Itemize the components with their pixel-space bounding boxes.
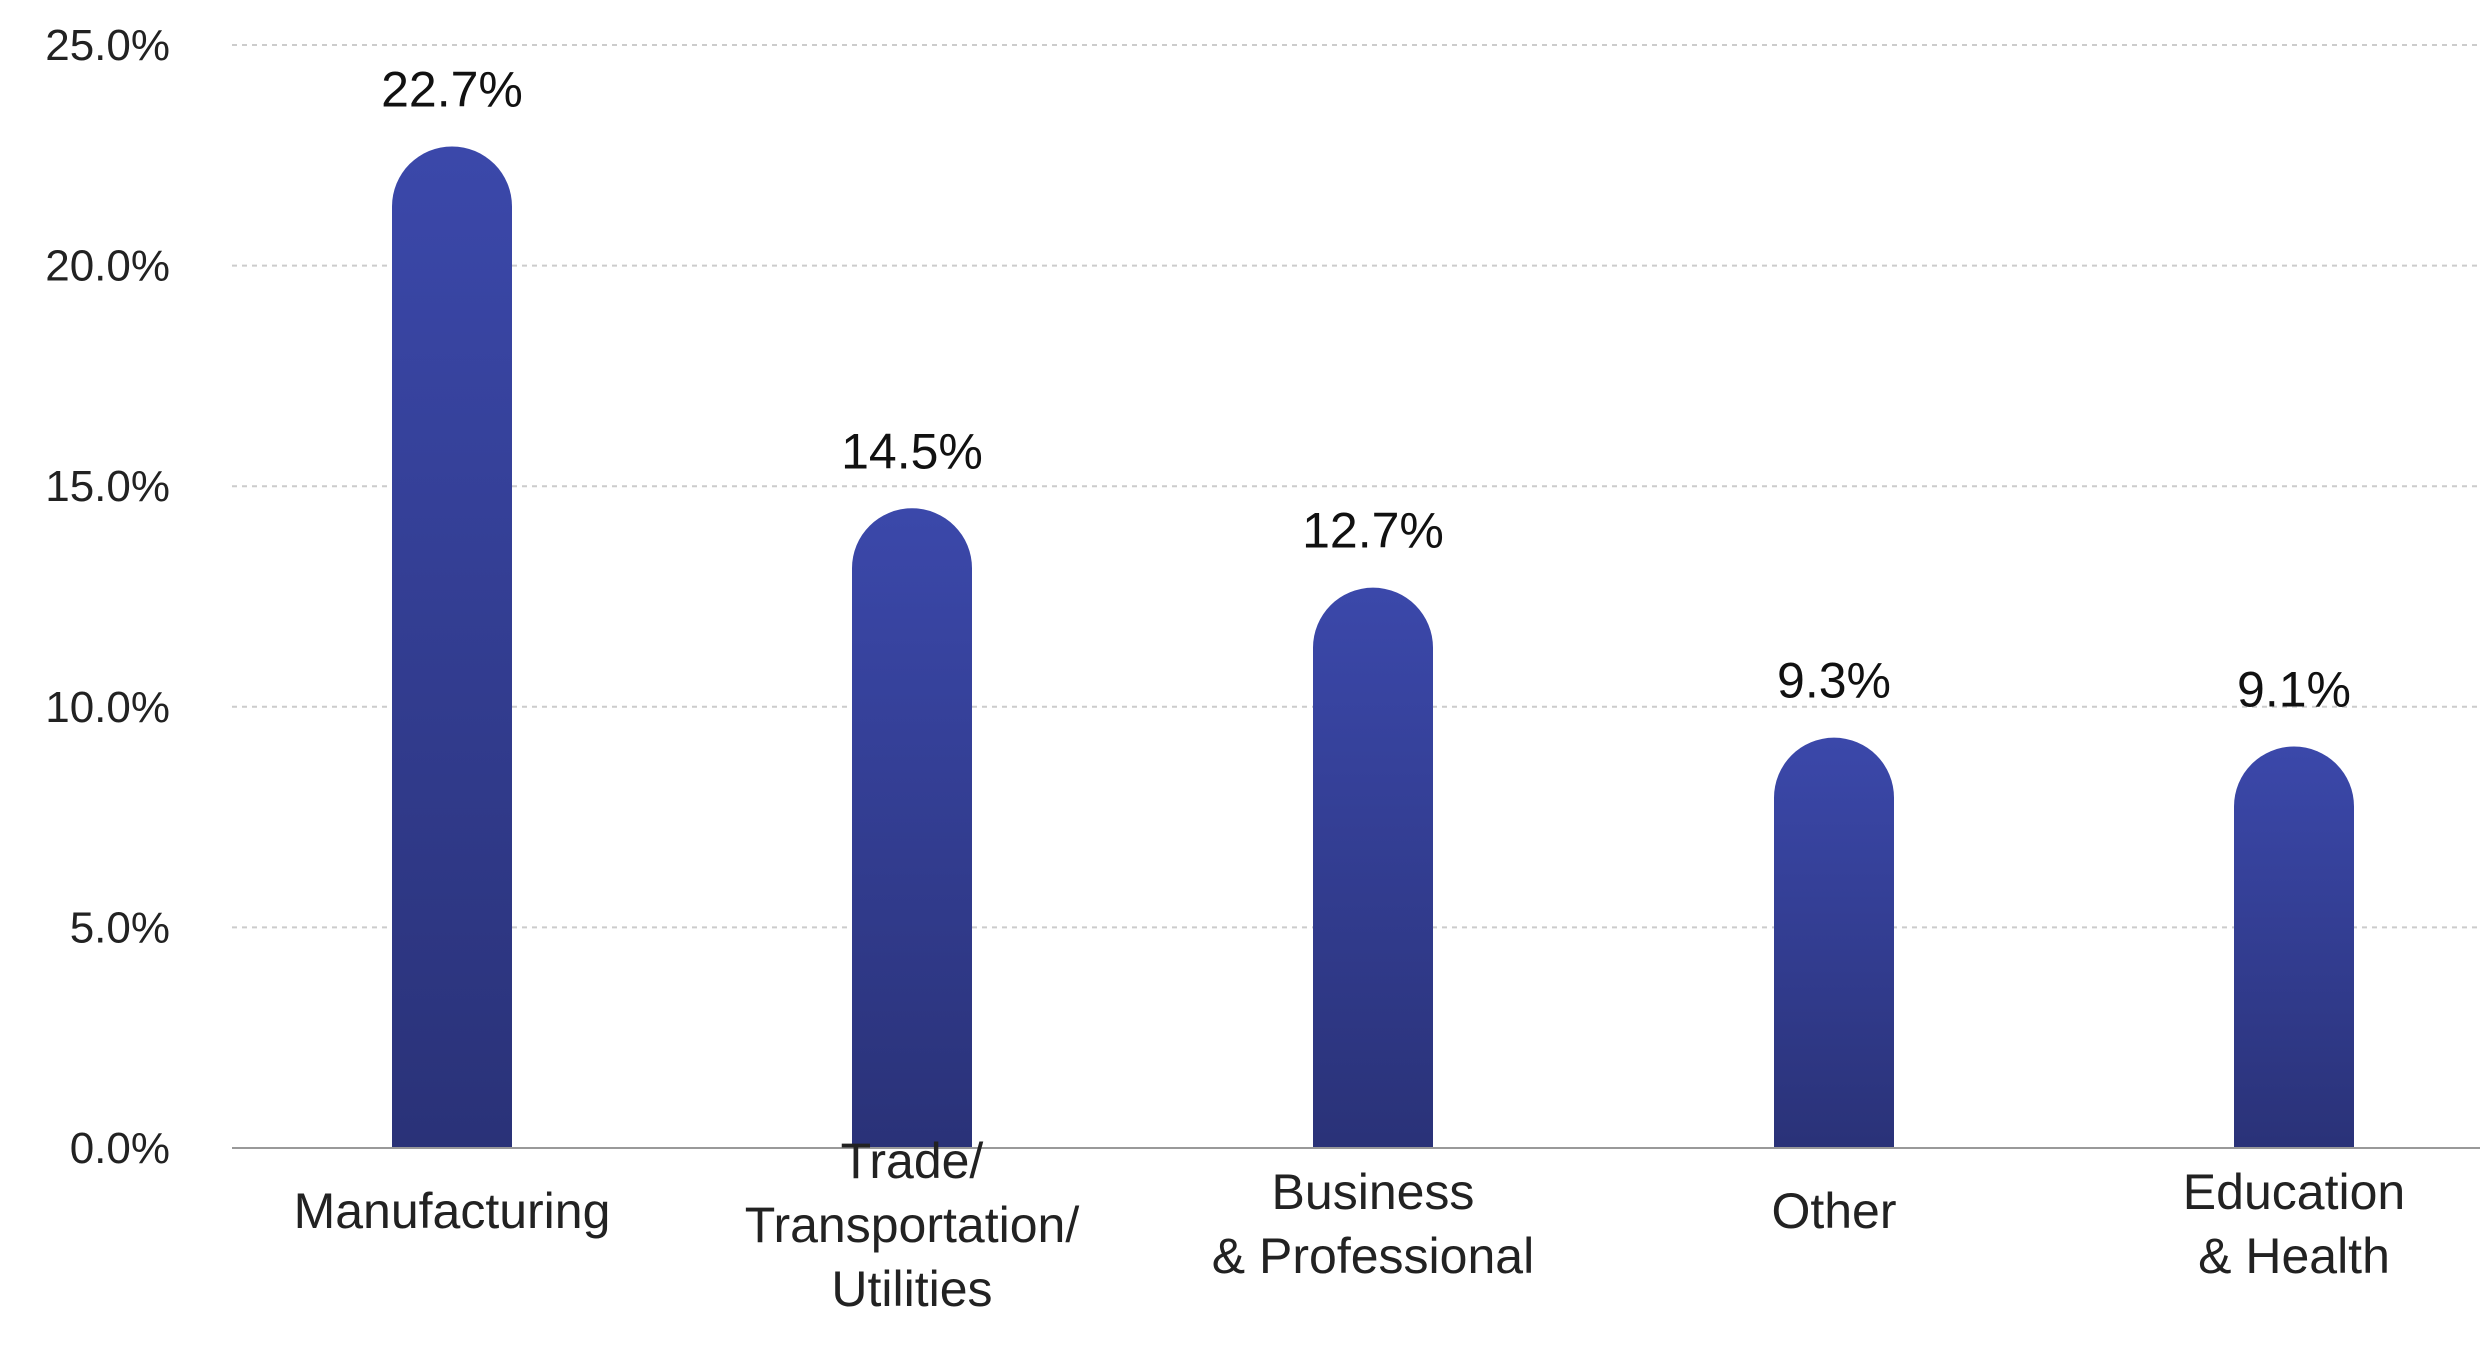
x-tick-label: & Professional xyxy=(1212,1228,1534,1284)
data-labels: 22.7% 14.5% 12.7% 9.3% 9.1% xyxy=(381,61,2351,717)
data-label: 14.5% xyxy=(841,423,983,479)
y-tick-label: 20.0% xyxy=(45,242,170,291)
bar xyxy=(852,508,972,1149)
bar xyxy=(1774,737,1894,1148)
y-tick-label: 0.0% xyxy=(70,1124,170,1173)
x-tick-label: Transportation/ xyxy=(745,1197,1080,1253)
bar xyxy=(1313,587,1433,1148)
x-tick-label: Business xyxy=(1272,1164,1475,1220)
x-axis-tick-labels: Manufacturing Trade/Transportation/Utilit… xyxy=(294,1133,2406,1317)
x-tick-label: Education xyxy=(2183,1164,2405,1220)
y-tick-label: 10.0% xyxy=(45,683,170,732)
x-tick-label: Utilities xyxy=(831,1261,992,1317)
y-tick-label: 15.0% xyxy=(45,462,170,511)
gridlines xyxy=(232,44,2480,929)
y-axis-tick-labels: 0.0% 5.0% 10.0% 15.0% 20.0% 25.0% xyxy=(45,21,170,1173)
x-tick-label: Manufacturing xyxy=(294,1183,611,1239)
y-tick-label: 25.0% xyxy=(45,21,170,70)
x-tick-label: Trade/ xyxy=(841,1133,984,1189)
x-tick-label: Other xyxy=(1771,1183,1896,1239)
data-label: 12.7% xyxy=(1302,503,1444,559)
x-tick-label: & Health xyxy=(2198,1228,2390,1284)
data-label: 9.1% xyxy=(2237,662,2351,718)
bar xyxy=(392,146,512,1148)
data-label: 9.3% xyxy=(1777,653,1891,709)
data-label: 22.7% xyxy=(381,61,523,117)
y-tick-label: 5.0% xyxy=(70,903,170,952)
bars xyxy=(392,146,2354,1149)
bar xyxy=(2234,746,2354,1148)
